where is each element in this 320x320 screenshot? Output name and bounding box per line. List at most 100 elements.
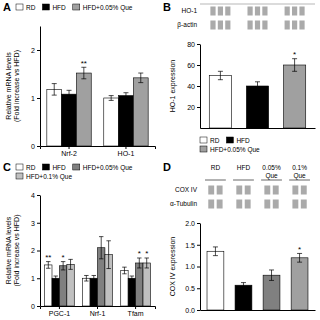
y-axis-line (200, 224, 201, 311)
x-tick-mark (97, 306, 98, 309)
error-bar (52, 84, 57, 96)
bar (62, 94, 77, 146)
y-tick-label: 80 (187, 41, 195, 48)
y-tick-label: 1.5 (185, 241, 195, 248)
error-bar (92, 275, 96, 281)
y-tick: 0.5 (185, 285, 200, 292)
column-rule (289, 180, 310, 181)
legend: RDHFDHFD+0.05% Que (200, 137, 260, 154)
blot-band (301, 200, 307, 209)
x-axis-line (41, 147, 156, 150)
y-tick-mark (197, 245, 200, 246)
bar (119, 96, 134, 146)
bar (59, 266, 66, 306)
error-bar (292, 59, 297, 72)
x-tick-mark (59, 306, 60, 309)
plot-area (207, 247, 308, 310)
blot-row-label: β-actin (177, 21, 197, 29)
y-tick-label: 20 (187, 104, 195, 111)
y-tick-mark (37, 278, 40, 279)
x-axis: Nrf-2 HO-1 (41, 146, 156, 157)
legend-swatch (16, 173, 23, 179)
y-tick-mark (197, 107, 200, 108)
y-tick-mark (37, 98, 40, 99)
y-tick: 20 (187, 104, 200, 111)
blot-band (301, 186, 307, 195)
plot-area (45, 237, 151, 306)
y-tick-label: 0 (31, 303, 35, 310)
bar (104, 98, 119, 146)
panel: ARDHFDHFD+0.05% Que012Nrf-2HO-1Relative … (3, 1, 156, 157)
y-tick-label: 1.0 (185, 263, 195, 270)
blot-band (247, 7, 252, 16)
annotation: * (138, 249, 141, 258)
y-label: Relative mRNA levels(Fold increase vs HF… (5, 50, 21, 122)
blot-row-label: COX IV (175, 186, 198, 193)
blot-band (225, 7, 230, 16)
error-bar (81, 67, 86, 79)
legend-label: HFD+0.05% Que (83, 4, 133, 12)
bar (246, 86, 268, 128)
blot-band (210, 7, 215, 16)
legend-label: HFD+0.05% Que (83, 164, 133, 172)
figure: ARDHFDHFD+0.05% Que012Nrf-2HO-1Relative … (0, 0, 320, 320)
blot-band (264, 200, 270, 209)
column-label-line: RD (211, 164, 221, 171)
y-axis: 01234 (31, 192, 40, 310)
blot-band (292, 200, 298, 209)
legend-swatch (42, 164, 49, 170)
annotation: * (298, 245, 301, 254)
blot-band (299, 21, 304, 30)
y-tick-label: 0.0 (185, 307, 195, 314)
error-bar (109, 96, 114, 101)
error-bar (144, 258, 148, 268)
y-tick: 0 (31, 143, 40, 150)
column-label-line: HFD (237, 164, 251, 171)
x-tick: Nrf-2 (61, 146, 77, 157)
y-label-line: Relative mRNA levels (5, 52, 12, 120)
error-bar (46, 262, 50, 269)
blot-band (218, 21, 223, 30)
x-tick-label: HO-1 (118, 150, 135, 157)
y-tick-label: 0.5 (185, 285, 195, 292)
blot-band (247, 21, 252, 30)
y-axis-line (40, 27, 41, 147)
panel: DRDHFD0.05%Que0.1%QueCOX IVα-Tubulin0.00… (163, 161, 316, 314)
y-tick-label: 4 (31, 192, 35, 199)
y-axis: 0.0 0.5 1.0 1.5 2.0 (185, 220, 200, 314)
error-bar (122, 267, 126, 274)
y-tick-mark (197, 223, 200, 224)
annotation: * (145, 249, 148, 258)
blot-band (285, 21, 290, 30)
legend-label: HFD (52, 164, 66, 171)
blot-band (273, 186, 279, 195)
column-rule (205, 180, 226, 181)
y-tick: 1.5 (185, 241, 200, 248)
column-label-line: 0.05% (262, 164, 281, 171)
y-tick: 40 (187, 83, 200, 90)
y-tick-label: 0 (31, 143, 35, 150)
blot-band (292, 186, 298, 195)
x-tick-label: PGC-1 (49, 310, 71, 317)
y-tick-label: 40 (187, 83, 195, 90)
y-tick-mark (37, 195, 40, 196)
error-bar (255, 82, 260, 90)
y-tick: 3 (31, 219, 40, 226)
legend-swatch (73, 164, 80, 170)
y-tick: 1.0 (185, 263, 200, 270)
error-bar (137, 258, 141, 268)
error-bar (218, 71, 223, 79)
blot-band (273, 200, 279, 209)
error-bar (61, 262, 65, 270)
error-bar (68, 259, 72, 269)
error-bar (213, 247, 218, 256)
blot-band (208, 200, 214, 209)
x-tick: Tfam (128, 306, 144, 317)
y-tick: 2.0 (185, 220, 200, 227)
y-label-line: Relative mRNA levels (5, 216, 12, 284)
legend-swatch (200, 146, 207, 152)
y-tick-mark (197, 288, 200, 289)
y-tick-label: 3 (31, 219, 35, 226)
legend-label: RD (26, 4, 36, 11)
legend-label: HFD (52, 4, 66, 11)
